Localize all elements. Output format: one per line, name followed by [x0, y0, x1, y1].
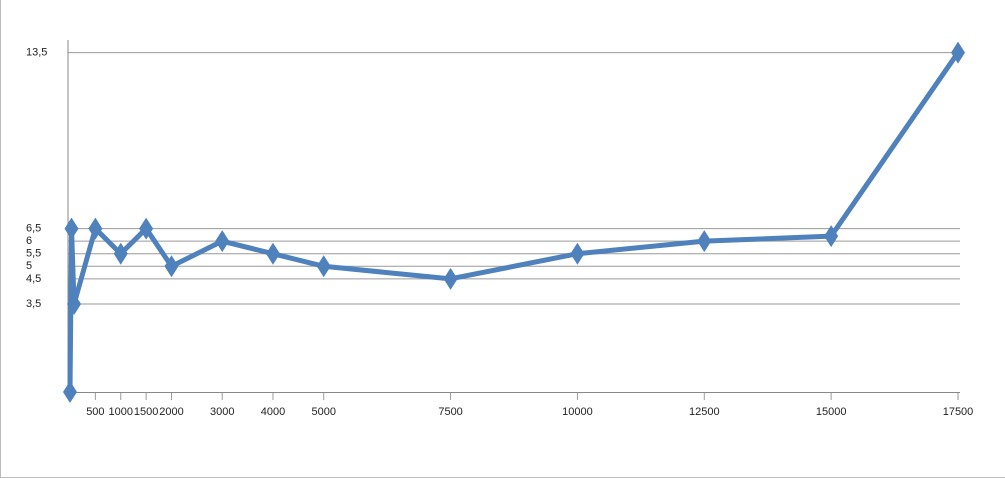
y-tick-label: 6	[26, 235, 32, 247]
marker	[164, 255, 179, 278]
marker	[316, 255, 331, 278]
x-tick-label: 7500	[438, 406, 462, 418]
y-tick-label: 4,5	[26, 273, 41, 285]
x-tick-label: 10000	[562, 406, 593, 418]
marker	[951, 41, 965, 64]
x-tick-label: 4000	[261, 406, 285, 418]
marker	[697, 230, 712, 253]
x-tick-label: 12500	[689, 406, 720, 418]
marker	[63, 381, 77, 403]
x-tick-label: 2000	[159, 406, 183, 418]
y-tick-label: 5	[26, 260, 32, 272]
x-tick-label: 1000	[109, 406, 133, 418]
marker	[265, 242, 280, 265]
marker	[64, 217, 79, 240]
y-tick-label: 5,5	[26, 248, 41, 260]
y-tick-label: 3,5	[26, 298, 41, 310]
x-tick-label: 1500	[134, 406, 158, 418]
marker	[113, 242, 128, 265]
x-tick-label: 15000	[816, 406, 847, 418]
marker	[88, 217, 103, 240]
y-tick-label: 6,5	[26, 222, 41, 234]
marker	[139, 217, 154, 240]
x-tick-label: 3000	[210, 406, 234, 418]
marker	[824, 225, 839, 248]
y-tick-label: 13,5	[26, 46, 47, 58]
marker	[570, 242, 585, 265]
marker	[67, 293, 82, 315]
x-tick-label: 5000	[311, 406, 335, 418]
x-tick-label: 17500	[943, 406, 974, 418]
marker	[443, 267, 458, 290]
marker	[215, 230, 230, 253]
x-tick-label: 500	[86, 406, 104, 418]
